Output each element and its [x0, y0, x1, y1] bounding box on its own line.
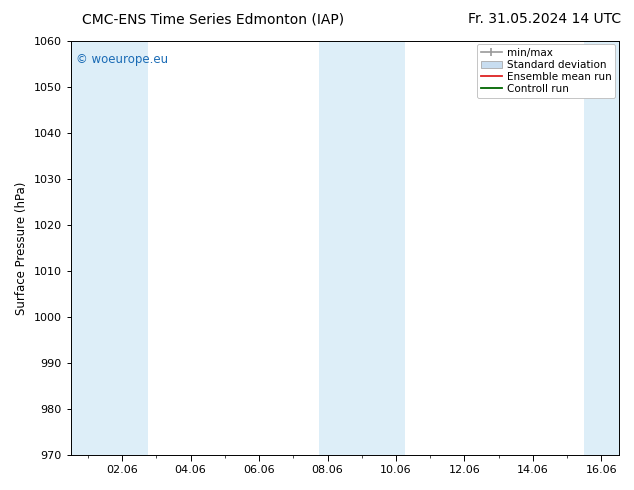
Legend: min/max, Standard deviation, Ensemble mean run, Controll run: min/max, Standard deviation, Ensemble me… [477, 44, 616, 98]
Text: Fr. 31.05.2024 14 UTC: Fr. 31.05.2024 14 UTC [468, 12, 621, 26]
Bar [585, 41, 619, 455]
Text: CMC-ENS Time Series Edmonton (IAP): CMC-ENS Time Series Edmonton (IAP) [82, 12, 344, 26]
Bar [319, 41, 404, 455]
Bar [71, 41, 148, 455]
Text: © woeurope.eu: © woeurope.eu [76, 53, 168, 67]
Y-axis label: Surface Pressure (hPa): Surface Pressure (hPa) [15, 181, 28, 315]
